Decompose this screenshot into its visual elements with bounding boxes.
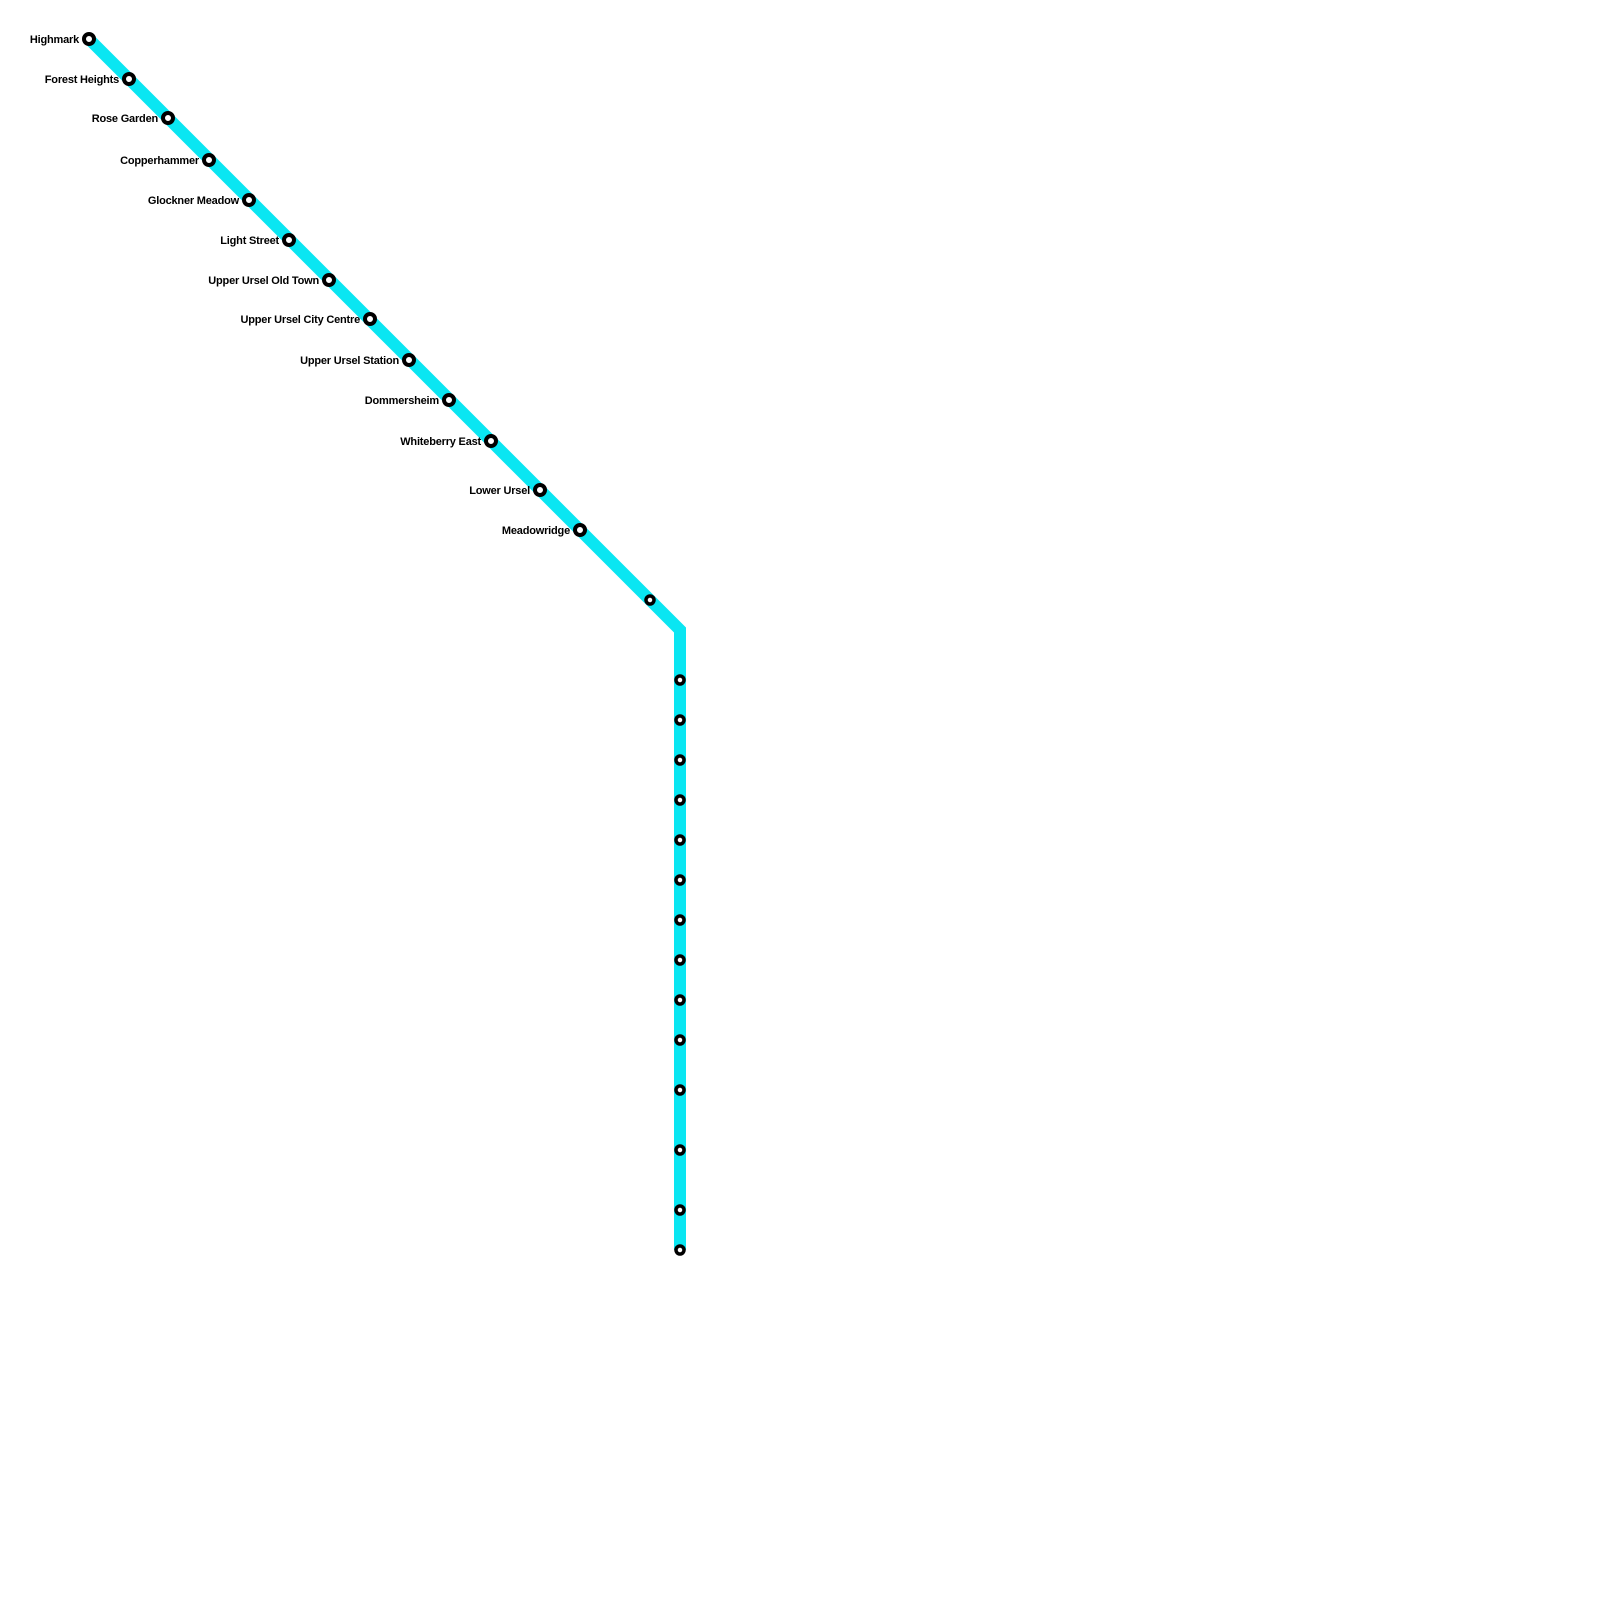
station: Upper Ursel Station bbox=[300, 353, 416, 367]
station: Dommersheim bbox=[365, 393, 456, 407]
transit-line bbox=[84, 34, 686, 1250]
station-label: Upper Ursel City Centre bbox=[241, 314, 361, 326]
station bbox=[674, 1034, 686, 1046]
station bbox=[674, 874, 686, 886]
station-label: Highmark bbox=[30, 34, 80, 46]
station-marker bbox=[533, 483, 547, 497]
station-marker bbox=[674, 1244, 686, 1256]
station bbox=[674, 674, 686, 686]
station-marker bbox=[674, 1144, 686, 1156]
station-marker bbox=[242, 193, 256, 207]
station-marker bbox=[644, 594, 656, 606]
station bbox=[674, 714, 686, 726]
station-label: Lower Ursel bbox=[469, 485, 530, 497]
station-marker bbox=[674, 1084, 686, 1096]
station-label: Light Street bbox=[220, 235, 279, 247]
station: Whiteberry East bbox=[400, 434, 498, 448]
station bbox=[674, 1084, 686, 1096]
station bbox=[674, 1144, 686, 1156]
station-marker bbox=[161, 111, 175, 125]
station-label: Rose Garden bbox=[92, 113, 159, 125]
station: Forest Heights bbox=[45, 72, 136, 86]
station: Copperhammer bbox=[120, 153, 216, 167]
station: Lower Ursel bbox=[469, 483, 547, 497]
station-marker bbox=[122, 72, 136, 86]
station-marker bbox=[322, 273, 336, 287]
station-marker bbox=[484, 434, 498, 448]
station-marker bbox=[202, 153, 216, 167]
station: Meadowridge bbox=[502, 523, 587, 537]
station-marker bbox=[363, 312, 377, 326]
station bbox=[674, 1204, 686, 1216]
station-marker bbox=[674, 914, 686, 926]
station: Glockner Meadow bbox=[148, 193, 256, 207]
station bbox=[644, 594, 656, 606]
station-marker bbox=[674, 674, 686, 686]
station-marker bbox=[674, 754, 686, 766]
station bbox=[674, 1244, 686, 1256]
station-marker bbox=[674, 834, 686, 846]
station bbox=[674, 954, 686, 966]
station bbox=[674, 794, 686, 806]
station bbox=[674, 994, 686, 1006]
station-label: Upper Ursel Station bbox=[300, 355, 399, 367]
station: Rose Garden bbox=[92, 111, 175, 125]
station bbox=[674, 914, 686, 926]
station-marker bbox=[674, 714, 686, 726]
station-marker bbox=[674, 954, 686, 966]
station-marker bbox=[674, 1034, 686, 1046]
station-marker bbox=[573, 523, 587, 537]
station-label: Dommersheim bbox=[365, 395, 440, 407]
station-label: Upper Ursel Old Town bbox=[208, 275, 319, 287]
station-marker bbox=[674, 874, 686, 886]
station-marker bbox=[674, 1204, 686, 1216]
station: Highmark bbox=[30, 32, 96, 46]
station-marker bbox=[674, 794, 686, 806]
station-marker bbox=[674, 994, 686, 1006]
station bbox=[674, 754, 686, 766]
station: Light Street bbox=[220, 233, 296, 247]
station-label: Forest Heights bbox=[45, 74, 119, 86]
station-label: Meadowridge bbox=[502, 525, 570, 537]
station-marker bbox=[82, 32, 96, 46]
station-marker bbox=[402, 353, 416, 367]
station-label: Copperhammer bbox=[120, 155, 200, 167]
station-marker bbox=[442, 393, 456, 407]
station: Upper Ursel City Centre bbox=[241, 312, 377, 326]
station-marker bbox=[282, 233, 296, 247]
station-label: Whiteberry East bbox=[400, 436, 481, 448]
station bbox=[674, 834, 686, 846]
station: Upper Ursel Old Town bbox=[208, 273, 336, 287]
station-label: Glockner Meadow bbox=[148, 195, 240, 207]
